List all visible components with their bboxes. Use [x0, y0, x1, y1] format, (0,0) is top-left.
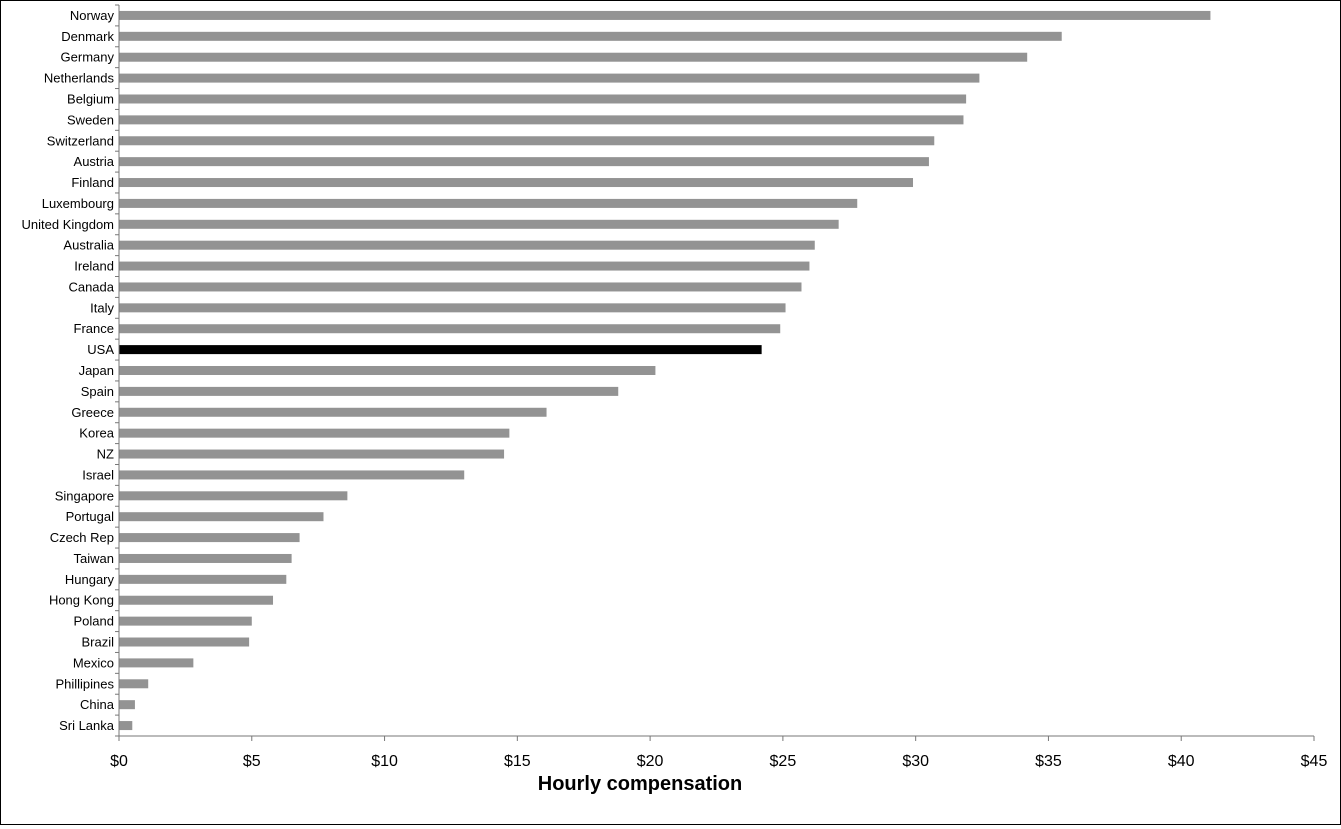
- bar-australia: [119, 240, 815, 250]
- bar-sri-lanka: [119, 721, 133, 731]
- y-tick-label-mexico: Mexico: [73, 655, 114, 670]
- x-tick-label-25: $25: [770, 753, 797, 770]
- x-tick-label-5: $5: [243, 753, 261, 770]
- y-tick-label-singapore: Singapore: [55, 488, 114, 503]
- y-tick-label-united-kingdom: United Kingdom: [22, 217, 115, 232]
- y-tick-label-japan: Japan: [79, 363, 114, 378]
- bar-china: [119, 700, 135, 710]
- x-tick-label-30: $30: [902, 753, 929, 770]
- x-ticks: $0 $5 $10 $15 $20 $25 $30 $35 $40 $45: [110, 736, 1327, 770]
- x-tick-label-15: $15: [504, 753, 531, 770]
- bar-spain: [119, 386, 619, 396]
- bar-ireland: [119, 261, 810, 271]
- y-tick-label-spain: Spain: [81, 384, 114, 399]
- y-tick-label-korea: Korea: [79, 426, 114, 441]
- x-tick-label-20: $20: [637, 753, 664, 770]
- y-tick-label-phillipines: Phillipines: [55, 676, 114, 691]
- bar-mexico: [119, 658, 194, 668]
- y-tick-label-luxembourg: Luxembourg: [42, 196, 114, 211]
- bar-sweden: [119, 115, 964, 125]
- bar-switzerland: [119, 136, 935, 146]
- y-tick-label-denmark: Denmark: [61, 29, 114, 44]
- bar-france: [119, 324, 781, 334]
- y-tick-labels: Norway Denmark Germany Netherlands Belgium Sw…: [22, 8, 115, 733]
- y-tick-label-czech-rep: Czech Rep: [50, 530, 114, 545]
- y-tick-label-germany: Germany: [61, 50, 115, 65]
- bar-czech-rep: [119, 533, 300, 543]
- y-tick-label-netherlands: Netherlands: [44, 71, 115, 86]
- y-tick-label-usa: USA: [87, 342, 114, 357]
- y-tick-label-austria: Austria: [74, 154, 115, 169]
- bar-luxembourg: [119, 198, 858, 208]
- y-tick-label-belgium: Belgium: [67, 91, 114, 106]
- bar-phillipines: [119, 679, 149, 689]
- bar-taiwan: [119, 553, 292, 563]
- bar-israel: [119, 470, 465, 480]
- bar-hungary: [119, 574, 287, 584]
- axes: [115, 4, 1314, 737]
- y-tick-label-sri-lanka: Sri Lanka: [59, 718, 115, 733]
- bar-italy: [119, 303, 786, 313]
- bar-usa: [119, 345, 762, 355]
- y-tick-label-brazil: Brazil: [81, 635, 114, 650]
- y-tick-label-finland: Finland: [71, 175, 114, 190]
- y-tick-label-sweden: Sweden: [67, 112, 114, 127]
- y-tick-label-israel: Israel: [82, 467, 114, 482]
- bar-norway: [119, 10, 1211, 20]
- y-tick-label-italy: Italy: [90, 300, 114, 315]
- bars-group: [119, 10, 1211, 731]
- y-tick-label-taiwan: Taiwan: [74, 551, 114, 566]
- bar-brazil: [119, 637, 250, 647]
- bar-korea: [119, 428, 510, 438]
- bar-finland: [119, 178, 914, 188]
- x-tick-label-40: $40: [1168, 753, 1195, 770]
- bar-greece: [119, 407, 547, 417]
- bar-germany: [119, 52, 1028, 62]
- bar-portugal: [119, 512, 324, 522]
- x-tick-label-45: $45: [1301, 753, 1328, 770]
- bar-canada: [119, 282, 802, 292]
- y-tick-label-norway: Norway: [70, 8, 115, 23]
- bar-netherlands: [119, 73, 980, 83]
- x-tick-label-0: $0: [110, 753, 128, 770]
- bar-belgium: [119, 94, 967, 104]
- x-tick-label-35: $35: [1035, 753, 1062, 770]
- bar-singapore: [119, 491, 348, 501]
- y-tick-label-china: China: [80, 697, 115, 712]
- x-tick-label-10: $10: [371, 753, 398, 770]
- y-tick-label-australia: Australia: [63, 238, 114, 253]
- y-tick-label-greece: Greece: [71, 405, 114, 420]
- bar-united-kingdom: [119, 219, 839, 229]
- y-tick-label-ireland: Ireland: [74, 259, 114, 274]
- bar-denmark: [119, 31, 1062, 41]
- y-tick-label-canada: Canada: [68, 279, 114, 294]
- y-tick-label-switzerland: Switzerland: [47, 133, 114, 148]
- y-tick-label-hong-kong: Hong Kong: [49, 593, 114, 608]
- y-tick-label-hungary: Hungary: [65, 572, 115, 587]
- y-tick-label-portugal: Portugal: [66, 509, 115, 524]
- bar-japan: [119, 366, 656, 375]
- bar-nz: [119, 449, 505, 459]
- y-tick-label-poland: Poland: [74, 614, 114, 629]
- bar-austria: [119, 157, 929, 167]
- y-tick-label-nz: NZ: [97, 447, 114, 462]
- y-tick-label-france: France: [74, 321, 114, 336]
- bar-poland: [119, 616, 252, 626]
- bar-hong-kong: [119, 595, 274, 605]
- x-axis-label: Hourly compensation: [538, 773, 742, 795]
